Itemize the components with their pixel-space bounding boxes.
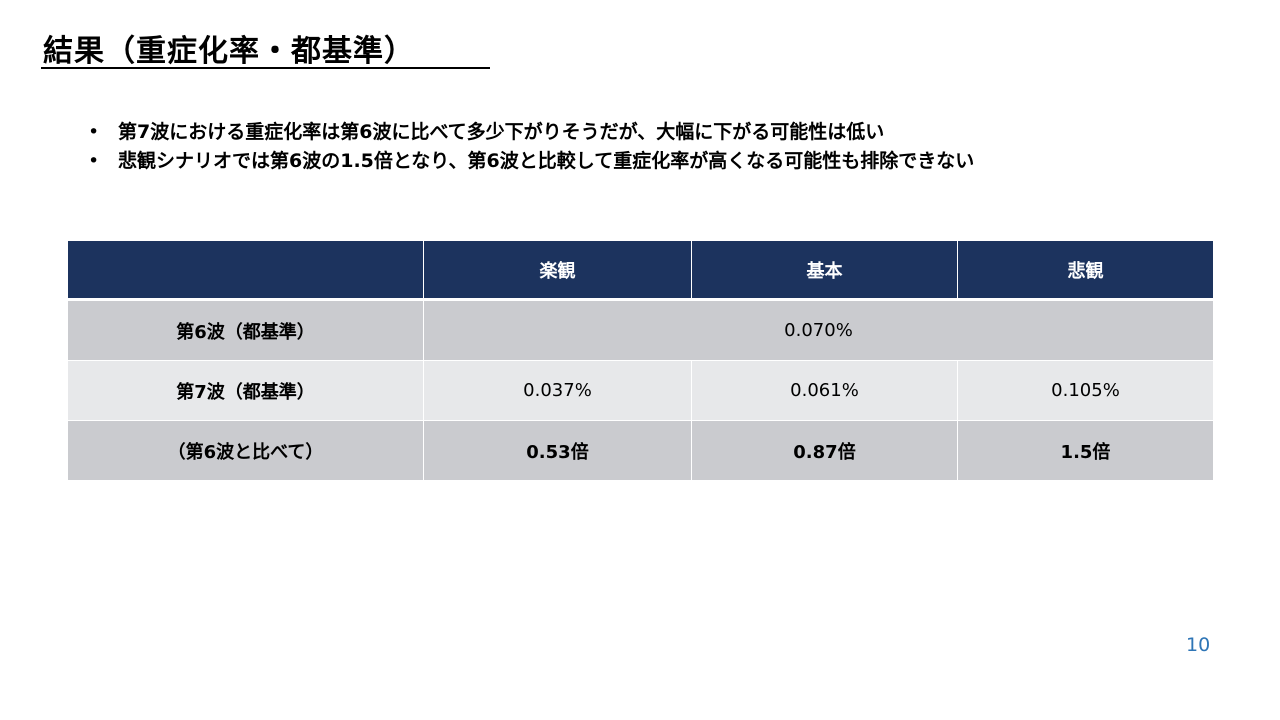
bullet-list: • 第7波における重症化率は第6波に比べて多少下がりそうだが、大幅に下がる可能性… [88,118,974,176]
value-cell-pessimistic: 1.5倍 [957,420,1214,481]
bullet-item: • 第7波における重症化率は第6波に比べて多少下がりそうだが、大幅に下がる可能性… [88,118,974,147]
slide-title: 結果（重症化率・都基準） [43,34,415,69]
table-row-wave7: 第7波（都基準） 0.037% 0.061% 0.105% [67,360,1214,421]
table-header-row: 楽観 基本 悲観 [67,240,1214,301]
page-number: 10 [1186,634,1211,656]
value-cell-optimistic: 0.53倍 [423,420,692,481]
title-underline [41,67,490,69]
bullet-marker: • [88,150,100,172]
merged-value-cell: 0.070% [423,299,1214,361]
value-cell-base: 0.061% [691,360,958,421]
value-cell-base: 0.87倍 [691,420,958,481]
bullet-text: 悲観シナリオでは第6波の1.5倍となり、第6波と比較して重症化率が高くなる可能性… [118,150,975,172]
bullet-marker: • [88,121,100,143]
bullet-item: • 悲観シナリオでは第6波の1.5倍となり、第6波と比較して重症化率が高くなる可… [88,147,974,176]
table-row-wave6: 第6波（都基準） 0.070% [67,299,1214,361]
row-label: （第6波と比べて） [67,420,424,481]
header-cell-base: 基本 [691,240,958,301]
header-cell-optimistic: 楽観 [423,240,692,301]
bullet-text: 第7波における重症化率は第6波に比べて多少下がりそうだが、大幅に下がる可能性は低… [118,121,885,143]
header-cell-pessimistic: 悲観 [957,240,1214,301]
row-label: 第7波（都基準） [67,360,424,421]
row-label: 第6波（都基準） [67,299,424,361]
header-cell-empty [67,240,424,301]
table-row-ratio: （第6波と比べて） 0.53倍 0.87倍 1.5倍 [67,420,1214,481]
value-cell-optimistic: 0.037% [423,360,692,421]
value-cell-pessimistic: 0.105% [957,360,1214,421]
result-table: 楽観 基本 悲観 第6波（都基準） 0.070% 第7波（都基準） 0.037%… [67,240,1214,481]
